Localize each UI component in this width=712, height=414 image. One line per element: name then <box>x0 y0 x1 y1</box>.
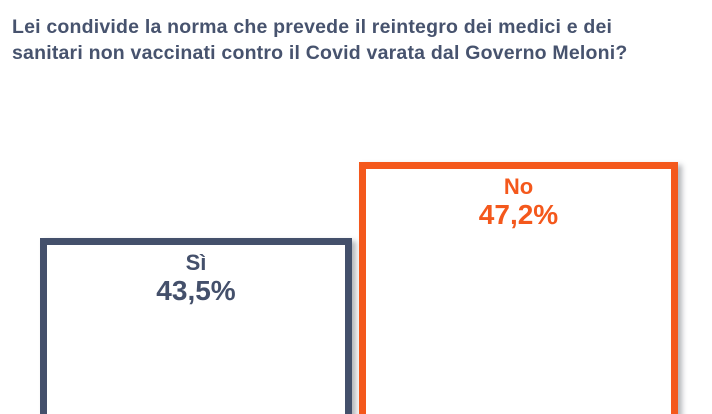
bar-no: No 47,2% <box>359 162 678 414</box>
bar-no-category-label: No <box>503 174 534 199</box>
title-line-2: sanitari non vaccinati contro il Covid v… <box>12 42 628 64</box>
bar-no-value-label: 47,2% <box>478 199 559 230</box>
bar-si-category-label: Sì <box>185 250 207 275</box>
title-line-1: Lei condivide la norma che prevede il re… <box>12 16 613 38</box>
page-title: Lei condivide la norma che prevede il re… <box>12 14 704 66</box>
bar-si: Sì 43,5% <box>40 238 352 414</box>
bar-si-value-label: 43,5% <box>156 275 236 306</box>
